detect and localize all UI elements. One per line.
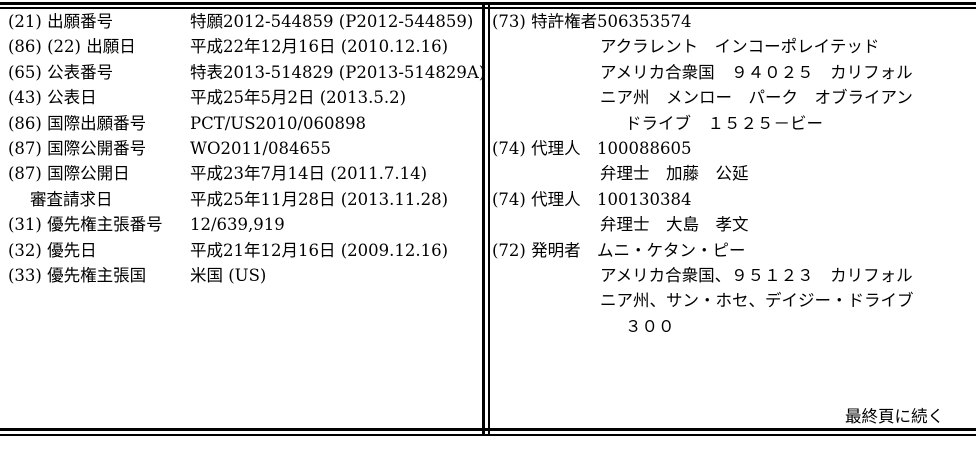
bib-row: (86) 国際出願番号 PCT/US2010/060898 (0, 111, 482, 136)
bib-row: (87) 国際公開番号 WO2011/084655 (0, 136, 482, 161)
bib-row: (65) 公表番号 特表2013-514829 (P2013-514829A) (0, 60, 486, 85)
bib-row-continuation: アクラレント インコーポレイテッド (490, 34, 976, 59)
bib-row: 審査請求日 平成25年11月28日 (2013.11.28) (0, 187, 482, 212)
bib-field-value: PCT/US2010/060898 (190, 113, 367, 133)
bib-row-continuation: ３００ (490, 314, 976, 339)
bib-field-label: (74) 代理人 (492, 138, 581, 158)
bib-field-value: 12/639,919 (190, 215, 285, 235)
bib-field-value: 506353574 (597, 12, 692, 31)
bib-field-label: (87) 国際公開番号 (8, 138, 147, 158)
bib-field-continuation-text: ニア州、サン・ホセ、デイジー・ドライブ (600, 291, 914, 311)
bib-row: (33) 優先権主張国 米国 (US) (0, 263, 482, 288)
bib-field-label: (43) 公表日 (8, 88, 97, 108)
bib-field-label: (31) 優先権主張番号 (8, 215, 163, 235)
bib-row-continuation: ニア州 メンロー パーク オブライアン (490, 85, 976, 110)
column-divider-rule-left (482, 2, 485, 436)
bib-row-continuation: 弁理士 加藤 公延 (490, 161, 976, 186)
bib-row: (73) 特許権者 506353574 (490, 9, 976, 34)
bib-row: (43) 公表日 平成25年5月2日 (2013.5.2) (0, 85, 482, 110)
bib-row: (74) 代理人 100088605 (490, 136, 976, 161)
bib-row: (72) 発明者 ムニ・ケタン・ピー (490, 238, 976, 263)
bib-row-continuation: 弁理士 大島 孝文 (490, 212, 976, 237)
bib-field-continuation-text: ドライブ １５２５－ビー (625, 113, 823, 133)
bib-row: (32) 優先日 平成21年12月16日 (2009.12.16) (0, 238, 482, 263)
bib-field-value: 100130384 (597, 189, 692, 209)
bib-field-label: (74) 代理人 (492, 189, 581, 209)
bib-field-value: 平成23年7月14日 (2011.7.14) (190, 164, 428, 184)
left-data-column: (21) 出願番号 特願2012-544859 (P2012-544859) (86… (0, 9, 486, 288)
bib-field-value: 平成25年5月2日 (2013.5.2) (190, 88, 407, 108)
bib-row-continuation: ニア州、サン・ホセ、デイジー・ドライブ (490, 288, 976, 313)
bib-row-continuation: アメリカ合衆国、９５１２３ カリフォル (490, 263, 976, 288)
bib-field-label: (65) 公表番号 (8, 62, 114, 82)
bib-field-value: 特願2012-544859 (P2012-544859) (190, 12, 474, 31)
bib-row: (21) 出願番号 特願2012-544859 (P2012-544859) (0, 9, 482, 34)
bib-row-continuation: アメリカ合衆国 ９４０２５ カリフォル (490, 60, 976, 85)
column-divider-rule-right (488, 2, 490, 436)
bib-row: (31) 優先権主張番号 12/639,919 (0, 212, 482, 237)
bib-field-label: (73) 特許権者 (492, 12, 598, 31)
bib-field-label: (21) 出願番号 (8, 12, 114, 31)
bib-field-continuation-text: ３００ (625, 316, 675, 336)
bib-row: (86) (22) 出願日 平成22年12月16日 (2010.12.16) (0, 34, 482, 59)
bib-field-value: 平成22年12月16日 (2010.12.16) (190, 37, 449, 57)
bib-row: (74) 代理人 100130384 (490, 187, 976, 212)
bib-field-continuation-text: 弁理士 加藤 公延 (600, 164, 749, 184)
bib-row-continuation: ドライブ １５２５－ビー (490, 111, 976, 136)
bib-field-value: 100088605 (597, 138, 692, 158)
bib-row: (87) 国際公開日 平成23年7月14日 (2011.7.14) (0, 161, 482, 186)
continuation-note: 最終頁に続く (845, 407, 944, 426)
bib-field-value: 平成21年12月16日 (2009.12.16) (190, 240, 449, 260)
bib-field-label: 審査請求日 (30, 189, 113, 209)
bib-field-continuation-text: アメリカ合衆国 ９４０２５ カリフォル (600, 62, 913, 82)
bib-field-value: WO2011/084655 (190, 138, 332, 158)
bib-field-label: (32) 優先日 (8, 240, 97, 260)
bib-field-label: (86) 国際出願番号 (8, 113, 147, 133)
right-data-column: (73) 特許権者 506353574 アクラレント インコーポレイテッドアメリカ合… (490, 9, 976, 339)
bib-field-value: 米国 (US) (190, 265, 267, 285)
bib-field-continuation-text: アメリカ合衆国、９５１２３ カリフォル (600, 265, 913, 285)
bib-field-value: ムニ・ケタン・ピー (597, 240, 746, 260)
bib-field-continuation-text: 弁理士 大島 孝文 (600, 215, 749, 235)
bib-field-label: (87) 国際公開日 (8, 164, 130, 184)
bib-field-label: (86) (22) 出願日 (8, 37, 136, 57)
bib-field-continuation-text: ニア州 メンロー パーク オブライアン (600, 88, 913, 108)
bib-field-label: (72) 発明者 (492, 240, 581, 260)
bib-field-value: 平成25年11月28日 (2013.11.28) (190, 189, 449, 209)
bib-field-continuation-text: アクラレント インコーポレイテッド (600, 37, 880, 57)
bib-field-label: (33) 優先権主張国 (8, 265, 147, 285)
bib-field-value: 特表2013-514829 (P2013-514829A) (190, 62, 486, 82)
